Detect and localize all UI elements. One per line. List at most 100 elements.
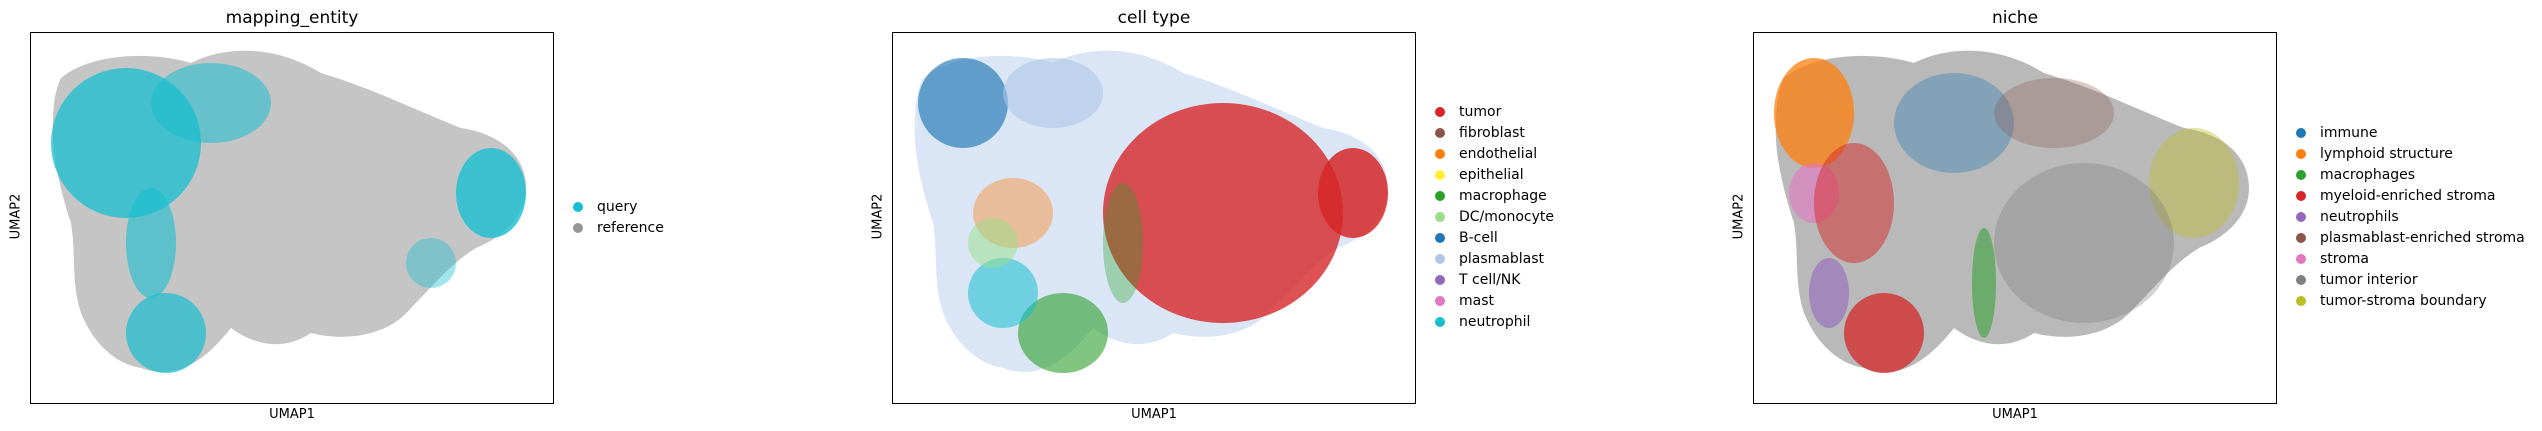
scatter-plot (51, 50, 526, 373)
legend-label: mast (1459, 292, 1494, 309)
legend-marker (573, 201, 583, 212)
legend-item: fibroblast (1435, 122, 1554, 143)
legend-label: query (597, 198, 638, 215)
legend-item: query (573, 196, 664, 217)
point-cluster (1994, 163, 2174, 323)
point-cluster (126, 188, 176, 298)
legend-marker (1435, 274, 1445, 285)
x-axis-label: UMAP1 (1992, 407, 2038, 422)
point-cluster (1103, 103, 1343, 323)
legend-label: lymphoid structure (2320, 145, 2453, 162)
point-cluster (1103, 183, 1143, 303)
legend-item: macrophage (1435, 185, 1554, 206)
plot-area (30, 32, 554, 404)
x-axis-label: UMAP1 (1131, 407, 1177, 422)
y-axis-label: UMAP2 (1731, 193, 1747, 240)
legend-label: neutrophil (1459, 313, 1531, 330)
legend-marker (1435, 232, 1445, 243)
legend-item: neutrophils (2296, 206, 2525, 227)
panel-cell-type: cell type UMAP1 UMAP2 tumor fibroblast end… (871, 8, 1555, 422)
legend: tumor fibroblast endothelial epithelial macr… (1435, 101, 1554, 332)
legend-marker (1435, 148, 1445, 159)
legend-marker (2296, 232, 2306, 243)
scatter-plot (1774, 50, 2249, 373)
plot-area (1753, 32, 2277, 404)
point-cluster (968, 218, 1018, 268)
legend-item: stroma (2296, 248, 2525, 269)
legend-label: epithelial (1459, 166, 1524, 183)
point-cluster (918, 58, 1008, 148)
legend-marker (2296, 127, 2306, 138)
point-cluster (1972, 228, 1996, 338)
legend-marker (1435, 253, 1445, 264)
legend-item: tumor (1435, 101, 1554, 122)
legend-item: DC/monocyte (1435, 206, 1554, 227)
chart-title: niche (1991, 8, 2039, 28)
legend-label: DC/monocyte (1459, 208, 1554, 225)
legend-label: B-cell (1459, 229, 1498, 246)
legend-marker (573, 222, 583, 233)
legend-label: plasmablast (1459, 250, 1545, 267)
legend-item: T cell/NK (1435, 269, 1554, 290)
legend-label: T cell/NK (1459, 271, 1521, 288)
legend-marker (2296, 211, 2306, 222)
legend-label: macrophage (1459, 187, 1547, 204)
panel-mapping-entity: mapping_entity UMAP1 UMAP2 query referenc… (0, 0, 860, 431)
legend-marker (2296, 253, 2306, 264)
legend-marker (1435, 169, 1445, 180)
legend-label: stroma (2320, 250, 2370, 267)
legend-item: neutrophil (1435, 311, 1554, 332)
chart-title: mapping_entity (225, 8, 359, 28)
chart-title: cell type (1117, 8, 1191, 28)
legend-marker (1435, 190, 1445, 201)
legend-item: endothelial (1435, 143, 1554, 164)
point-cloud-region (1775, 50, 2249, 373)
legend: query reference (573, 196, 664, 238)
point-cluster (126, 293, 206, 373)
scatter-plot (914, 50, 1388, 373)
point-cluster (968, 258, 1038, 328)
legend-marker (2296, 169, 2306, 180)
legend-item: tumor-stroma boundary (2296, 290, 2525, 311)
legend-label: tumor interior (2320, 271, 2418, 288)
legend-marker (1435, 127, 1445, 138)
point-cluster (1774, 58, 1854, 168)
legend-label: neutrophils (2320, 208, 2399, 225)
legend-marker (1435, 211, 1445, 222)
legend-marker (1435, 106, 1445, 117)
legend-item: immune (2296, 122, 2525, 143)
legend-label: reference (597, 219, 664, 236)
point-cluster (1844, 293, 1924, 373)
legend-label: plasmablast-enriched stroma (2320, 229, 2525, 246)
point-cluster (1814, 143, 1894, 263)
x-axis-label: UMAP1 (269, 407, 315, 422)
legend-item: tumor interior (2296, 269, 2525, 290)
point-cluster (1018, 293, 1108, 373)
legend: immune lymphoid structure macrophages myelo… (2296, 122, 2525, 311)
legend-item: plasmablast-enriched stroma (2296, 227, 2525, 248)
point-cluster (2149, 128, 2239, 238)
point-cluster (151, 63, 271, 143)
legend-label: tumor-stroma boundary (2320, 292, 2487, 309)
legend-marker (2296, 190, 2306, 201)
legend-item: mast (1435, 290, 1554, 311)
point-cluster (1809, 258, 1849, 328)
legend-item: plasmablast (1435, 248, 1554, 269)
legend-marker (2296, 274, 2306, 285)
point-cluster (1003, 58, 1103, 128)
point-cluster (456, 148, 526, 238)
legend-marker (2296, 148, 2306, 159)
point-cluster (406, 238, 456, 288)
legend-label: fibroblast (1459, 124, 1525, 141)
legend-item: B-cell (1435, 227, 1554, 248)
legend-marker (1435, 295, 1445, 306)
legend-label: endothelial (1459, 145, 1538, 162)
point-cluster (1318, 148, 1388, 238)
legend-item: epithelial (1435, 164, 1554, 185)
legend-label: tumor (1459, 103, 1502, 120)
point-cluster (1894, 73, 2014, 173)
legend-item: lymphoid structure (2296, 143, 2525, 164)
legend-item: myeloid-enriched stroma (2296, 185, 2525, 206)
legend-label: immune (2320, 124, 2378, 141)
